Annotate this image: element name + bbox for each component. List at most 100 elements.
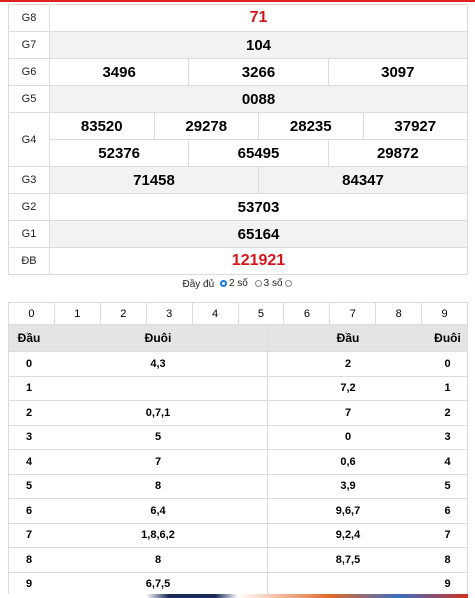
loto-dau: 6 (25, 504, 33, 517)
loto-dau: 7 (25, 529, 33, 542)
digit-filter-3[interactable]: 3 (145, 303, 192, 324)
digit-filter-2[interactable]: 2 (99, 303, 146, 324)
prize-number: 53703 (237, 198, 280, 216)
loto-row: 3 5 0 3 (8, 425, 468, 450)
prize-number: 29278 (153, 113, 259, 139)
loto-duoi-2: 1 (444, 382, 451, 395)
loto-dau: 5 (25, 480, 33, 493)
prize-label: G1 (9, 221, 50, 247)
loto-header-row: Đầu Đuôi Đầu Đuôi (8, 325, 468, 352)
loto-row: 4 7 0,6 4 (8, 450, 468, 475)
prize-label: G5 (9, 86, 50, 112)
loto-duoi: 6,4 (150, 504, 166, 517)
options-label: Đầy đủ (182, 279, 215, 290)
loto-duoi: 7 (154, 455, 162, 468)
digit-filter-4[interactable]: 4 (191, 303, 238, 324)
prize-row: G5 0088 (8, 86, 468, 113)
loto-duoi: 6,7,5 (145, 578, 171, 591)
prize-number: 52376 (98, 144, 141, 162)
digit-filter-7[interactable]: 7 (329, 303, 375, 324)
loto-duoi-2: 3 (444, 431, 451, 444)
radio-2-so[interactable] (219, 280, 227, 287)
loto-row: 6 6,4 9,6,7 6 (8, 499, 468, 524)
loto-dau: 2 (25, 406, 33, 419)
loto-duoi-2: 9 (444, 578, 451, 591)
prize-line: 3496 3266 3097 (50, 59, 467, 85)
prize-label: G8 (9, 5, 50, 31)
prize-row: G4 83520 29278 28235 37927 52376 65495 29872 (8, 113, 468, 167)
prize-line: 71 (50, 5, 467, 31)
prize-number: 3266 (188, 59, 327, 85)
prize-values: 0088 (50, 86, 467, 112)
prize-number: 37927 (362, 113, 468, 139)
loto-dau-2: 9,2,4 (267, 523, 428, 547)
digit-filter-0[interactable]: 0 (28, 307, 35, 320)
prize-label: G2 (9, 194, 50, 220)
loto-dau: 9 (25, 578, 33, 591)
loto-row: 1 7,2 1 (8, 376, 468, 401)
prize-line: 71458 84347 (50, 167, 467, 193)
loto-dau-2: 2 (267, 352, 428, 376)
prize-number: 83520 (80, 117, 123, 135)
display-options: Đầy đủ 2 số 3 số (0, 278, 475, 290)
prize-line: 104 (50, 32, 467, 58)
prize-row: G6 3496 3266 3097 (8, 59, 468, 86)
loto-duoi-2: 4 (444, 455, 451, 468)
loto-duoi: 0,7,1 (145, 406, 171, 419)
loto-dau-2: 0 (267, 425, 428, 449)
prize-line: 53703 (50, 194, 467, 220)
prize-row: G8 71 (8, 4, 468, 32)
prize-number: 0088 (241, 90, 276, 108)
loto-duoi-2: 6 (444, 504, 451, 517)
loto-row: 2 0,7,1 7 2 (8, 401, 468, 426)
loto-dau: 0 (25, 357, 33, 370)
prize-number: 121921 (231, 252, 286, 269)
loto-dau-2: 0,6 (267, 450, 428, 474)
option-3-so-label: 3 số (263, 278, 283, 289)
prize-values: 53703 (50, 194, 467, 220)
loto-duoi: 8 (154, 480, 162, 493)
loto-duoi: 4,3 (150, 357, 166, 370)
prize-number: 104 (245, 36, 272, 54)
option-2-so-label: 2 số (228, 278, 248, 289)
prize-label: ĐB (9, 248, 50, 274)
prize-number: 3496 (102, 63, 136, 81)
option-3-so[interactable]: 3 số (253, 278, 292, 289)
digit-filter-9[interactable]: 9 (421, 303, 467, 324)
prize-number: 28235 (258, 113, 363, 139)
loto-dau-2: 7,2 (267, 376, 428, 400)
prize-label: G6 (9, 59, 50, 85)
header-duoi-2: Đuôi (434, 331, 461, 345)
loto-duoi (49, 377, 267, 401)
prize-number: 65164 (237, 225, 280, 243)
radio-3-so[interactable] (254, 280, 262, 287)
prize-line: 83520 29278 28235 37927 (50, 113, 467, 139)
loto-table: Đầu Đuôi Đầu Đuôi 0 4,3 2 0 1 7,2 1 2 0,7,1 7 2 3 5 0… (8, 325, 468, 597)
prize-line: 52376 65495 29872 (50, 139, 467, 166)
loto-row: 0 4,3 2 0 (8, 352, 468, 377)
digit-filter-5[interactable]: 5 (237, 303, 284, 324)
prize-values: 3496 3266 3097 (50, 59, 467, 85)
prize-values: 71 (50, 5, 467, 31)
digit-filter-8[interactable]: 8 (375, 303, 421, 324)
loto-duoi-2: 0 (444, 357, 451, 370)
prize-label: G3 (9, 167, 50, 193)
prize-values: 65164 (50, 221, 467, 247)
digit-filter-6[interactable]: 6 (283, 303, 329, 324)
loto-duoi: 8 (154, 553, 162, 566)
digit-filter-1[interactable]: 1 (53, 303, 100, 324)
prize-values: 121921 (50, 248, 467, 274)
loto-dau: 4 (25, 455, 33, 468)
top-accent-bar (0, 0, 475, 2)
prize-number: 65495 (188, 140, 327, 166)
prize-line: 121921 (50, 248, 467, 274)
prize-row: G1 65164 (8, 221, 468, 248)
prize-values: 71458 84347 (50, 167, 467, 193)
prize-number: 3097 (327, 59, 467, 85)
prize-line: 0088 (50, 86, 467, 112)
header-dau-2: Đầu (267, 325, 428, 351)
radio-extra[interactable] (284, 280, 292, 287)
loto-dau: 3 (25, 431, 33, 444)
option-2-so[interactable]: 2 số (218, 278, 248, 289)
